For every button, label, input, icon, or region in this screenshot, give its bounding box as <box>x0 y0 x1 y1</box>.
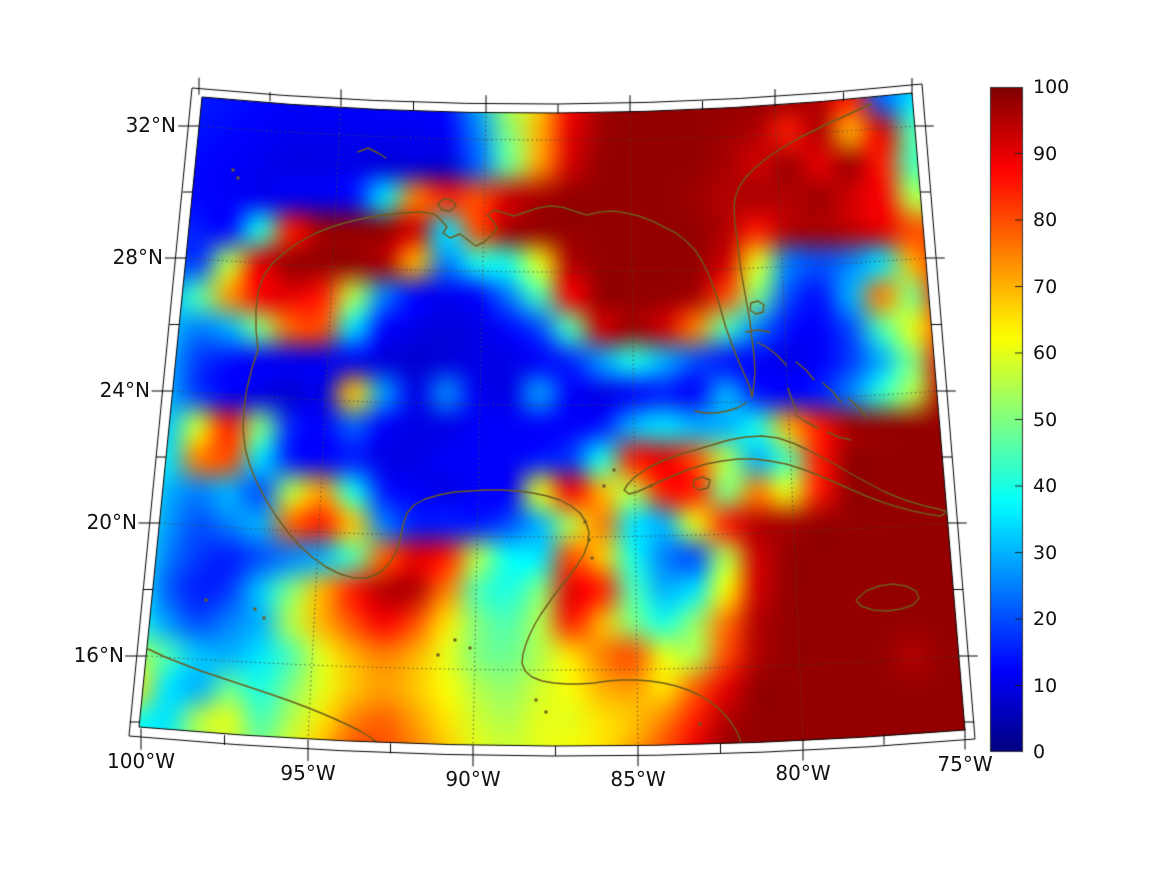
colorbar-tick-label-4: 40 <box>1033 475 1058 497</box>
colorbar-tick-label-8: 80 <box>1033 209 1058 231</box>
lon-tick-label-0: 100°W <box>107 749 175 773</box>
lon-tick-label-1: 95°W <box>280 761 336 785</box>
colorbar-tick-label-7: 70 <box>1033 275 1058 298</box>
lat-tick-label-3: 20°N <box>86 510 137 534</box>
lon-tick-label-2: 90°W <box>445 767 501 791</box>
lon-tick-label-5: 75°W <box>937 752 993 776</box>
lon-tick-label-4: 80°W <box>775 761 831 785</box>
colorbar-tick-label-1: 10 <box>1033 674 1058 697</box>
colorbar-tick-label-0: 0 <box>1033 741 1046 763</box>
colorbar-tick-label-3: 30 <box>1033 541 1058 564</box>
colorbar-tick-label-5: 50 <box>1033 408 1058 431</box>
lat-tick-label-2: 24°N <box>99 378 150 402</box>
lat-tick-label-1: 28°N <box>112 245 163 269</box>
lat-tick-label-0: 32°N <box>125 113 176 137</box>
colorbar-tick-label-2: 20 <box>1033 608 1058 630</box>
colorbar-tick-label-9: 90 <box>1033 142 1058 165</box>
lat-tick-label-4: 16°N <box>73 643 124 667</box>
colorbar-tick-label-6: 60 <box>1033 342 1058 364</box>
lon-tick-label-3: 85°W <box>610 767 666 791</box>
colorbar-tick-label-10: 100 <box>1033 76 1070 98</box>
